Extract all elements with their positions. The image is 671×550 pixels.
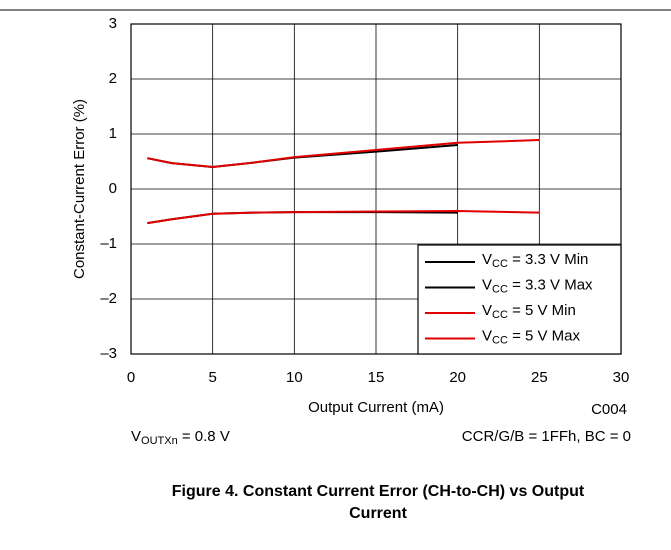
plot-frame — [130, 23, 622, 355]
series-line — [147, 210, 540, 225]
figure-code: C004 — [591, 401, 627, 418]
x-tick-label: 10 — [286, 369, 303, 386]
annotation: CCR/G/B = 1FFh, BC = 0 — [462, 428, 631, 445]
series-line — [147, 139, 540, 168]
series-line — [147, 211, 458, 225]
y-tick-label: –1 — [100, 235, 117, 252]
chart-title: Figure 4. Constant Current Error (CH-to-… — [171, 483, 585, 522]
x-tick-label: 5 — [208, 369, 216, 386]
legend-label: VCC = 3.3 V Min — [482, 251, 588, 270]
y-tick-label: –3 — [100, 345, 117, 362]
x-tick-label: 20 — [449, 369, 466, 386]
x-tick-label: 30 — [613, 369, 630, 386]
y-tick-label: 0 — [109, 180, 117, 197]
y-tick-label: –2 — [100, 290, 117, 307]
annotation: VOUTXn = 0.8 V — [131, 428, 230, 447]
y-tick-label: 1 — [109, 125, 117, 142]
x-axis-label: Output Current (mA) — [308, 399, 444, 416]
legend-label: VCC = 5 V Max — [482, 327, 581, 346]
legend-label: VCC = 5 V Min — [482, 302, 576, 321]
x-tick-label: 25 — [531, 369, 548, 386]
x-tick-label: 15 — [368, 369, 385, 386]
legend-box — [417, 244, 622, 355]
y-axis-label: Constant-Current Error (%) — [71, 99, 88, 279]
y-tick-label: 2 — [109, 70, 117, 87]
legend-label: VCC = 3.3 V Max — [482, 276, 593, 295]
y-tick-label: 3 — [109, 15, 117, 32]
x-tick-label: 0 — [127, 369, 135, 386]
